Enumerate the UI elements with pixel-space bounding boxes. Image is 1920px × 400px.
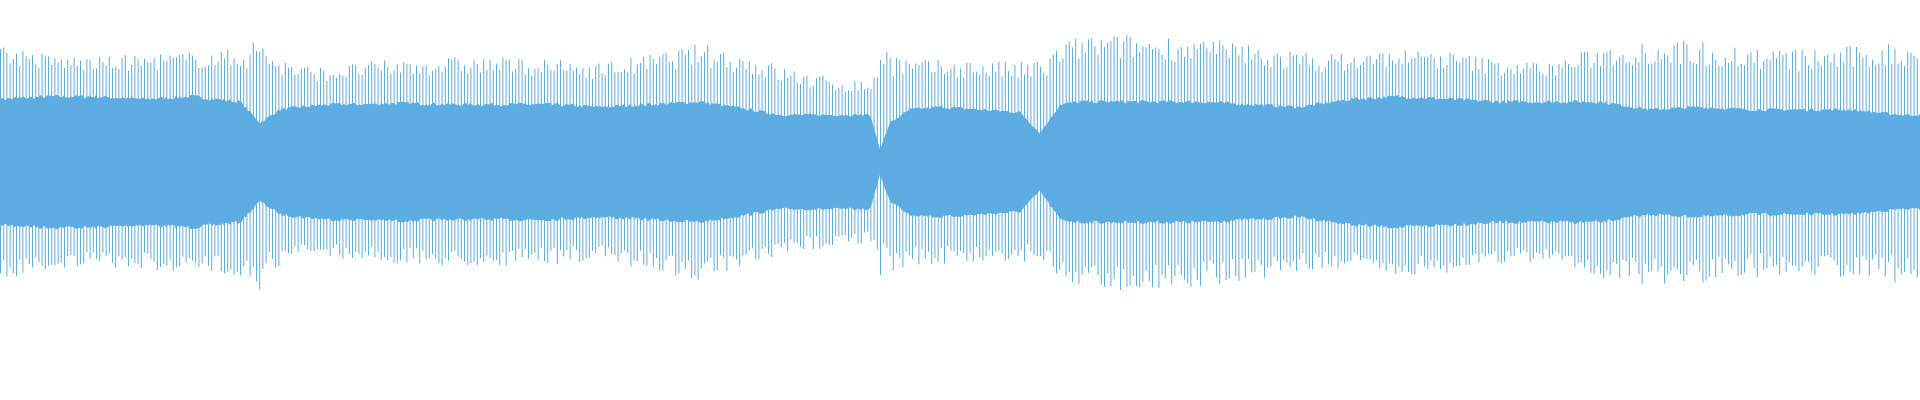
waveform-bars <box>0 35 1920 290</box>
